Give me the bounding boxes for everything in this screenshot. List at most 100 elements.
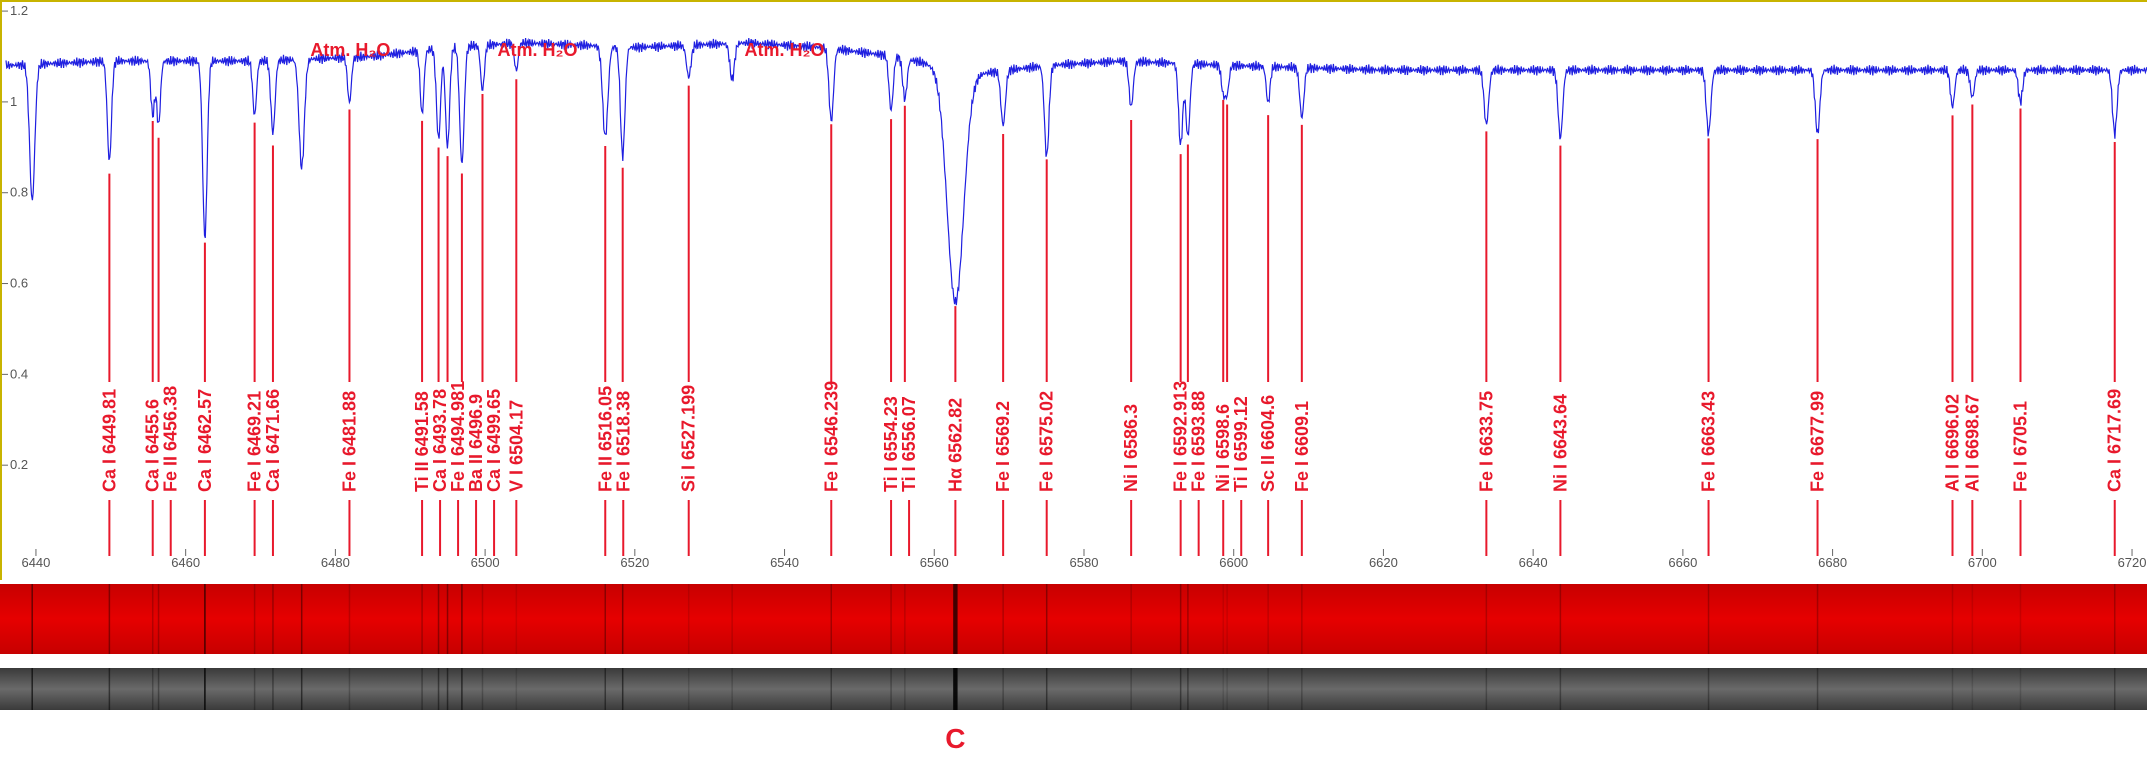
red-band-line xyxy=(1179,584,1182,654)
x-axis: 6440 6460 6480 6500 6520 6540 6560 6580 6600 6620… xyxy=(21,549,2146,570)
x-tick-label: 6520 xyxy=(620,555,649,570)
grey-band-line xyxy=(1485,668,1488,710)
y-tick-label: 1 xyxy=(10,94,17,109)
grey-band-line xyxy=(1187,668,1189,710)
grey-band-line xyxy=(461,668,463,710)
grey-band-line xyxy=(830,668,833,710)
grey-band-line xyxy=(904,668,906,710)
atm-annotations: Atm. H₂O Atm. H₂O Atm. H₂O xyxy=(310,40,824,60)
red-band-line xyxy=(1226,584,1228,654)
grey-band-line xyxy=(687,668,690,710)
line-id-label: Ca I 6717.69 xyxy=(2105,389,2125,492)
grey-band-line xyxy=(1002,668,1004,710)
red-band-line xyxy=(2113,584,2116,654)
grey-band-line xyxy=(1130,668,1132,710)
atm-annotation: Atm. H₂O xyxy=(745,40,825,60)
red-band-line xyxy=(204,584,206,654)
line-id-label: Ca I 6462.57 xyxy=(195,389,215,492)
grey-band-line xyxy=(953,668,958,710)
y-tick-label: 0.2 xyxy=(10,457,28,472)
grey-band-line xyxy=(2113,668,2116,710)
grey-band-line xyxy=(348,668,351,710)
line-id-label: Al I 6696.02 xyxy=(1943,394,1963,492)
line-id-label: Fe I 6494.981 xyxy=(448,381,468,492)
y-tick-label: 0.4 xyxy=(10,366,28,381)
grey-band-line xyxy=(446,668,449,710)
red-band-line xyxy=(1301,584,1303,654)
grey-band-line xyxy=(1971,668,1974,710)
grey-band-line xyxy=(481,668,484,710)
line-id-label: Ni I 6586.3 xyxy=(1121,404,1141,492)
y-tick-label: 0.8 xyxy=(10,185,28,200)
red-band-line xyxy=(904,584,906,654)
red-band-line xyxy=(687,584,690,654)
line-id-label: V I 6504.17 xyxy=(506,400,526,492)
line-id-label: Ni I 6598.6 xyxy=(1213,404,1233,492)
red-band-line xyxy=(446,584,449,654)
red-band-line xyxy=(1130,584,1132,654)
top-border xyxy=(0,0,2147,2)
red-band-line xyxy=(1485,584,1488,654)
red-band-line xyxy=(421,584,423,654)
red-band-line xyxy=(1187,584,1189,654)
x-tick-label: 6720 xyxy=(2118,555,2147,570)
line-id-label: Ti II 6491.58 xyxy=(412,391,432,492)
line-id-label: Fe I 6575.02 xyxy=(1037,391,1057,492)
left-border xyxy=(0,0,2,580)
fraunhofer-marker-label: C xyxy=(945,723,965,754)
y-tick-label: 1.2 xyxy=(10,3,28,18)
red-band-line xyxy=(515,584,518,654)
atm-annotation: Atm. H₂O xyxy=(310,40,390,60)
line-id-label: Ca I 6471.66 xyxy=(263,389,283,492)
x-tick-label: 6500 xyxy=(471,555,500,570)
grey-band-line xyxy=(1301,668,1303,710)
grey-band-line xyxy=(157,668,160,710)
x-tick-label: 6620 xyxy=(1369,555,1398,570)
red-band-line xyxy=(621,584,624,654)
line-id-label: Fe I 6518.38 xyxy=(613,391,633,492)
red-band-line xyxy=(31,584,33,654)
red-band-line xyxy=(890,584,892,654)
grey-band-line xyxy=(1267,668,1269,710)
grey-band-line xyxy=(31,668,33,710)
grey-band-line xyxy=(2019,668,2022,710)
red-band-line xyxy=(1222,584,1224,654)
red-band-line xyxy=(731,584,733,654)
line-id-label: Fe I 6569.2 xyxy=(993,401,1013,492)
grey-band-line xyxy=(1226,668,1228,710)
red-band-line xyxy=(1267,584,1269,654)
red-band-line xyxy=(272,584,274,654)
x-tick-label: 6660 xyxy=(1668,555,1697,570)
red-band-line xyxy=(1816,584,1819,654)
red-band-line xyxy=(830,584,833,654)
line-id-label: Fe I 6677.99 xyxy=(1808,391,1828,492)
red-band-line xyxy=(157,584,160,654)
line-id-label: Ba II 6496.9 xyxy=(466,394,486,492)
grey-band-line xyxy=(731,668,733,710)
grey-band-line xyxy=(1951,668,1954,710)
red-band-line xyxy=(300,584,303,654)
grey-band-line xyxy=(108,668,111,710)
line-id-label: Fe I 6705.1 xyxy=(2011,401,2031,492)
grey-band-line xyxy=(437,668,440,710)
grey-band-line xyxy=(1179,668,1182,710)
line-id-label: Fe I 6663.43 xyxy=(1699,391,1719,492)
x-tick-label: 6600 xyxy=(1219,555,1248,570)
y-axis: 0.2 0.4 0.6 0.8 1 1.2 xyxy=(2,3,28,472)
red-band-line xyxy=(604,584,607,654)
grey-band-line xyxy=(253,668,256,710)
x-tick-label: 6560 xyxy=(920,555,949,570)
red-band-line xyxy=(2019,584,2022,654)
red-band-line xyxy=(1971,584,1974,654)
red-band-line xyxy=(348,584,351,654)
spectrum-series-line xyxy=(5,37,2147,306)
grey-band-line xyxy=(204,668,206,710)
line-id-label: Ni I 6643.64 xyxy=(1550,394,1570,492)
red-band-line xyxy=(481,584,484,654)
grey-band-line xyxy=(604,668,607,710)
x-tick-label: 6640 xyxy=(1519,555,1548,570)
line-id-label: Fe II 6516.05 xyxy=(595,386,615,492)
grey-band-line xyxy=(1707,668,1710,710)
